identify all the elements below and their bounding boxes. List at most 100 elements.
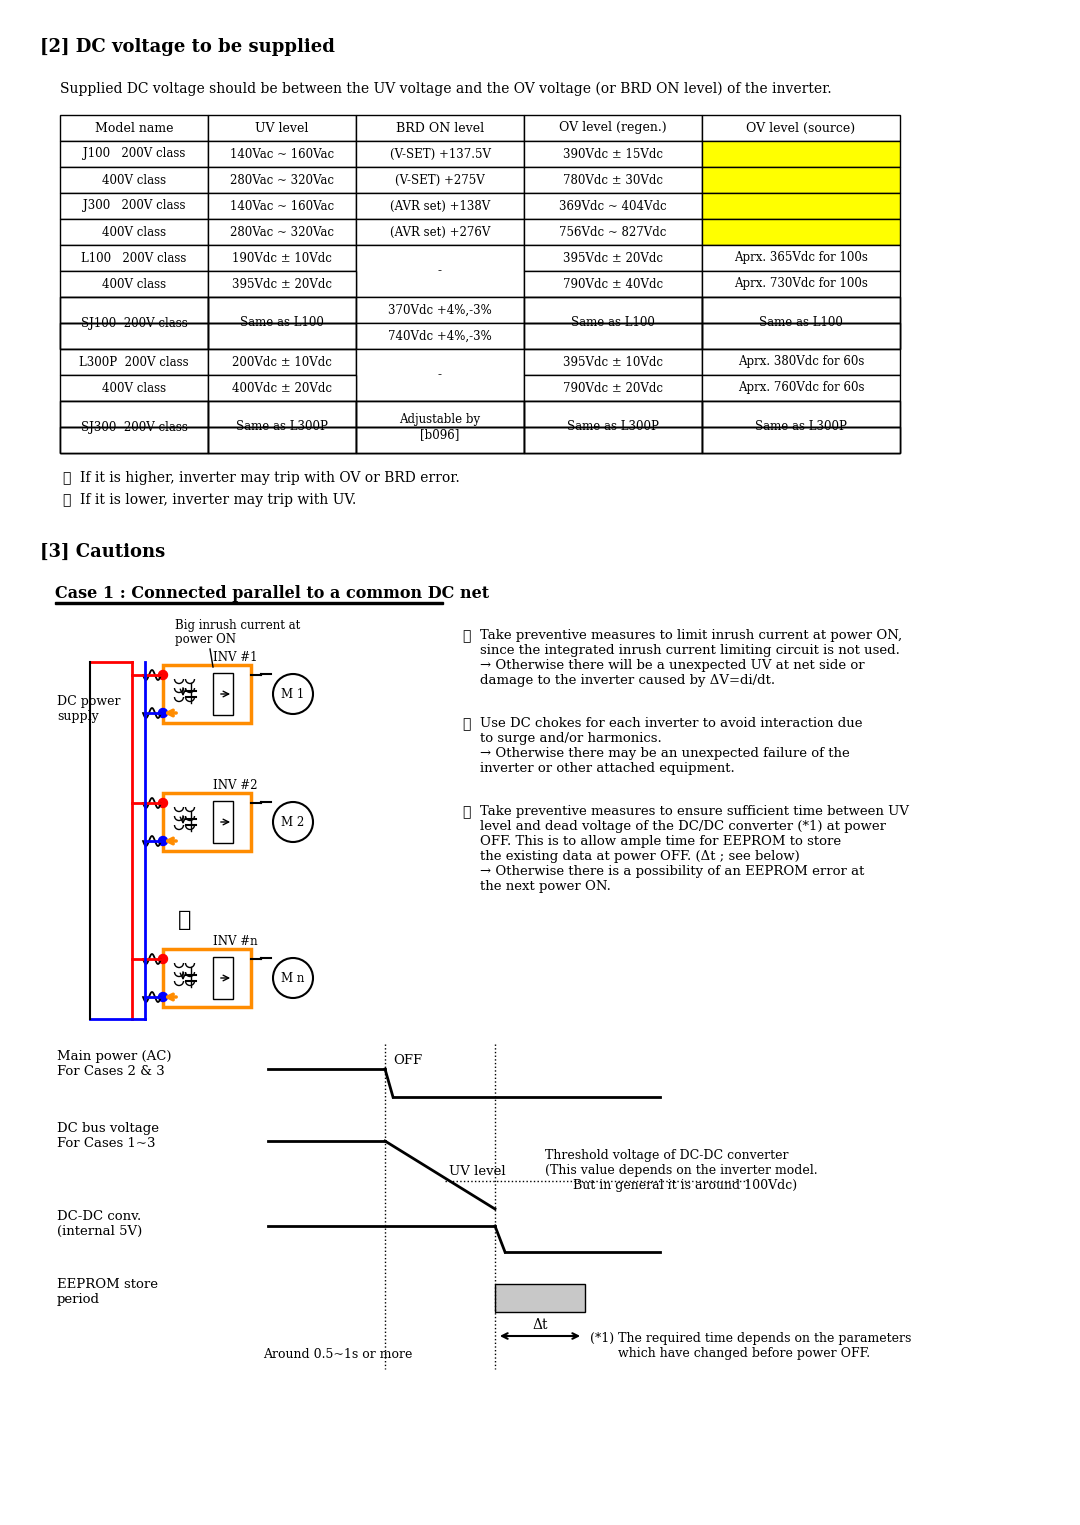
Bar <box>524 375 702 401</box>
Text: supply: supply <box>57 711 98 723</box>
Bar <box>702 401 900 453</box>
Bar <box>702 246 900 271</box>
Text: Supplied DC voltage should be between the UV voltage and the OV voltage (or BRD : Supplied DC voltage should be between th… <box>60 82 832 96</box>
Circle shape <box>159 837 167 845</box>
Text: -: - <box>438 264 442 278</box>
Bar <box>702 271 900 297</box>
Bar <box>356 349 524 401</box>
Bar <box>208 114 356 140</box>
Bar <box>702 401 900 427</box>
Text: 400V class: 400V class <box>102 174 166 186</box>
Text: L100   200V class: L100 200V class <box>81 252 187 264</box>
Bar <box>524 427 702 453</box>
Bar <box>208 246 356 271</box>
Text: ➤: ➤ <box>462 805 471 819</box>
Text: ➤: ➤ <box>462 717 471 730</box>
Bar <box>208 194 356 220</box>
Text: SJ100  200V class: SJ100 200V class <box>81 317 187 329</box>
Text: EEPROM store
period: EEPROM store period <box>57 1278 158 1305</box>
Bar <box>524 349 702 375</box>
Text: -: - <box>438 369 442 381</box>
Bar <box>356 194 524 220</box>
Text: Δt: Δt <box>532 1318 548 1331</box>
Bar <box>60 349 208 375</box>
Circle shape <box>273 802 313 842</box>
Text: 395Vdc ± 20Vdc: 395Vdc ± 20Vdc <box>563 252 663 264</box>
Text: [2] DC voltage to be supplied: [2] DC voltage to be supplied <box>40 38 335 56</box>
Text: Same as L100: Same as L100 <box>759 317 842 329</box>
Bar <box>356 401 524 427</box>
Text: 395Vdc ± 10Vdc: 395Vdc ± 10Vdc <box>563 355 663 369</box>
Bar <box>60 140 208 168</box>
Bar <box>356 114 524 140</box>
Text: (AVR set) +276V: (AVR set) +276V <box>390 226 490 238</box>
Bar <box>524 114 702 140</box>
Bar <box>524 401 702 453</box>
Bar <box>60 401 208 453</box>
Text: 790Vdc ± 40Vdc: 790Vdc ± 40Vdc <box>563 278 663 290</box>
Text: UV level: UV level <box>255 122 309 134</box>
Text: Take preventive measures to ensure sufficient time between UV
level and dead vol: Take preventive measures to ensure suffi… <box>480 805 909 894</box>
Text: 400V class: 400V class <box>102 226 166 238</box>
Bar <box>356 297 524 323</box>
Bar <box>524 427 702 453</box>
Text: Threshold voltage of DC-DC converter
(This value depends on the inverter model.
: Threshold voltage of DC-DC converter (Th… <box>545 1148 818 1193</box>
Text: 740Vdc +4%,-3%: 740Vdc +4%,-3% <box>388 329 491 343</box>
Bar <box>208 168 356 194</box>
Text: ➤: ➤ <box>62 493 70 506</box>
Bar <box>702 427 900 453</box>
Text: M n: M n <box>281 971 305 985</box>
Circle shape <box>159 709 167 717</box>
Text: INV #2: INV #2 <box>213 779 257 791</box>
Circle shape <box>159 955 167 964</box>
Text: J300   200V class: J300 200V class <box>83 200 186 212</box>
Circle shape <box>273 674 313 714</box>
Circle shape <box>159 799 167 808</box>
Bar <box>163 949 251 1006</box>
Text: power ON: power ON <box>175 633 237 647</box>
Bar <box>60 375 208 401</box>
Bar <box>702 427 900 453</box>
Text: 369Vdc ~ 404Vdc: 369Vdc ~ 404Vdc <box>559 200 666 212</box>
Bar <box>208 375 356 401</box>
Text: Use DC chokes for each inverter to avoid interaction due
to surge and/or harmoni: Use DC chokes for each inverter to avoid… <box>480 717 863 775</box>
Text: L300P  200V class: L300P 200V class <box>79 355 189 369</box>
Text: Aprx. 730Vdc for 100s: Aprx. 730Vdc for 100s <box>734 278 868 290</box>
Bar <box>702 323 900 349</box>
Text: (AVR set) +138V: (AVR set) +138V <box>390 200 490 212</box>
Text: Aprx. 365Vdc for 100s: Aprx. 365Vdc for 100s <box>734 252 868 264</box>
Bar <box>60 220 208 246</box>
Text: ➤: ➤ <box>462 628 471 644</box>
Bar <box>524 323 702 349</box>
Bar <box>524 220 702 246</box>
Bar <box>163 793 251 851</box>
Bar <box>702 114 900 140</box>
Bar <box>60 114 208 140</box>
Bar <box>356 246 524 297</box>
Text: [3] Cautions: [3] Cautions <box>40 543 165 561</box>
Text: M 2: M 2 <box>282 816 305 828</box>
Bar <box>524 246 702 271</box>
Text: 140Vac ~ 160Vac: 140Vac ~ 160Vac <box>230 148 334 160</box>
Text: Same as L300P: Same as L300P <box>755 421 847 433</box>
Bar <box>213 673 233 715</box>
Bar <box>60 323 208 349</box>
Text: DC power: DC power <box>57 695 121 708</box>
Bar <box>524 323 702 349</box>
Text: DC-DC conv.
(internal 5V): DC-DC conv. (internal 5V) <box>57 1209 143 1238</box>
Text: J100   200V class: J100 200V class <box>83 148 185 160</box>
Text: Same as L100: Same as L100 <box>240 317 324 329</box>
Text: 400Vdc ± 20Vdc: 400Vdc ± 20Vdc <box>232 381 332 395</box>
Text: Aprx. 760Vdc for 60s: Aprx. 760Vdc for 60s <box>738 381 864 395</box>
Text: 400V class: 400V class <box>102 278 166 290</box>
Bar <box>702 349 900 375</box>
Text: 140Vac ~ 160Vac: 140Vac ~ 160Vac <box>230 200 334 212</box>
Text: BRD ON level: BRD ON level <box>396 122 484 134</box>
Text: OFF: OFF <box>393 1054 422 1067</box>
Text: 280Vac ~ 320Vac: 280Vac ~ 320Vac <box>230 226 334 238</box>
Bar <box>208 401 356 453</box>
Text: Same as L100: Same as L100 <box>571 317 654 329</box>
Text: M 1: M 1 <box>282 688 305 700</box>
Bar <box>702 194 900 220</box>
Bar <box>524 271 702 297</box>
